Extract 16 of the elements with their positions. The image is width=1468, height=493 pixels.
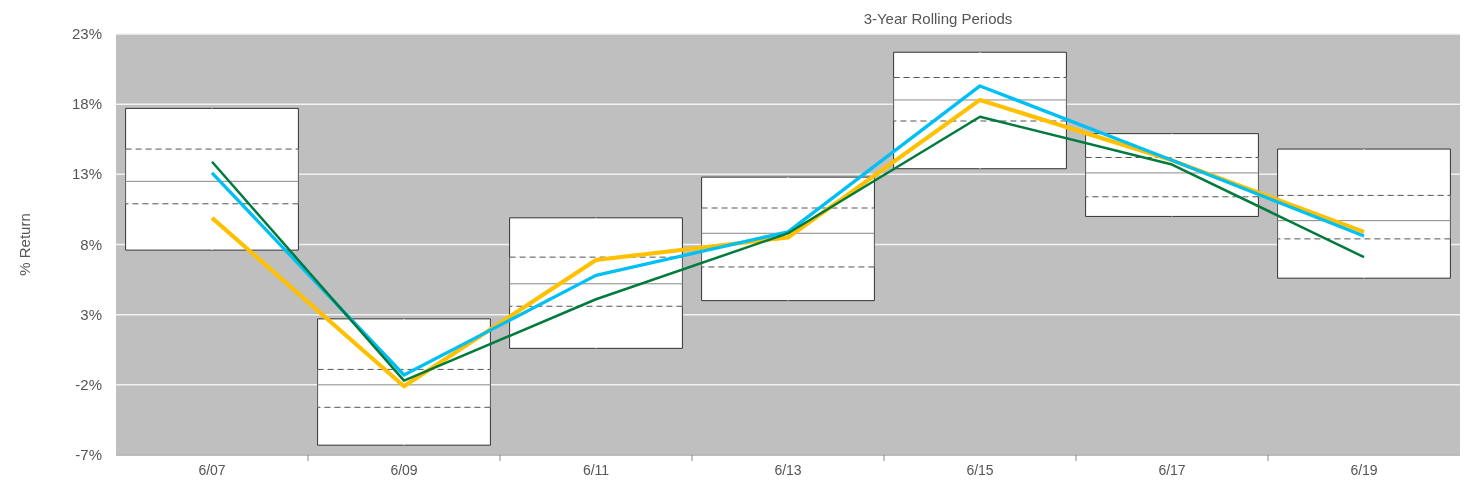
x-tick-label: 6/11 bbox=[582, 462, 610, 478]
x-tick-label: 6/13 bbox=[774, 462, 802, 478]
x-tick-label: 6/07 bbox=[198, 462, 226, 478]
y-tick-label: -7% bbox=[75, 446, 102, 463]
x-tick-label: 6/09 bbox=[390, 462, 418, 478]
y-tick-label: 8% bbox=[80, 235, 102, 253]
x-tick-label: 6/19 bbox=[1350, 462, 1378, 478]
y-tick-label: 23% bbox=[71, 25, 102, 42]
x-tick-label: 6/17 bbox=[1158, 462, 1186, 478]
y-tick-label: 18% bbox=[71, 95, 102, 113]
y-tick-label: 13% bbox=[71, 165, 102, 183]
y-axis-title: % Return bbox=[16, 213, 33, 276]
chart-title: 3-Year Rolling Periods bbox=[863, 10, 1013, 27]
y-tick-label: -2% bbox=[75, 375, 102, 393]
x-tick-label: 6/15 bbox=[966, 462, 994, 478]
y-tick-label: 3% bbox=[80, 305, 102, 323]
